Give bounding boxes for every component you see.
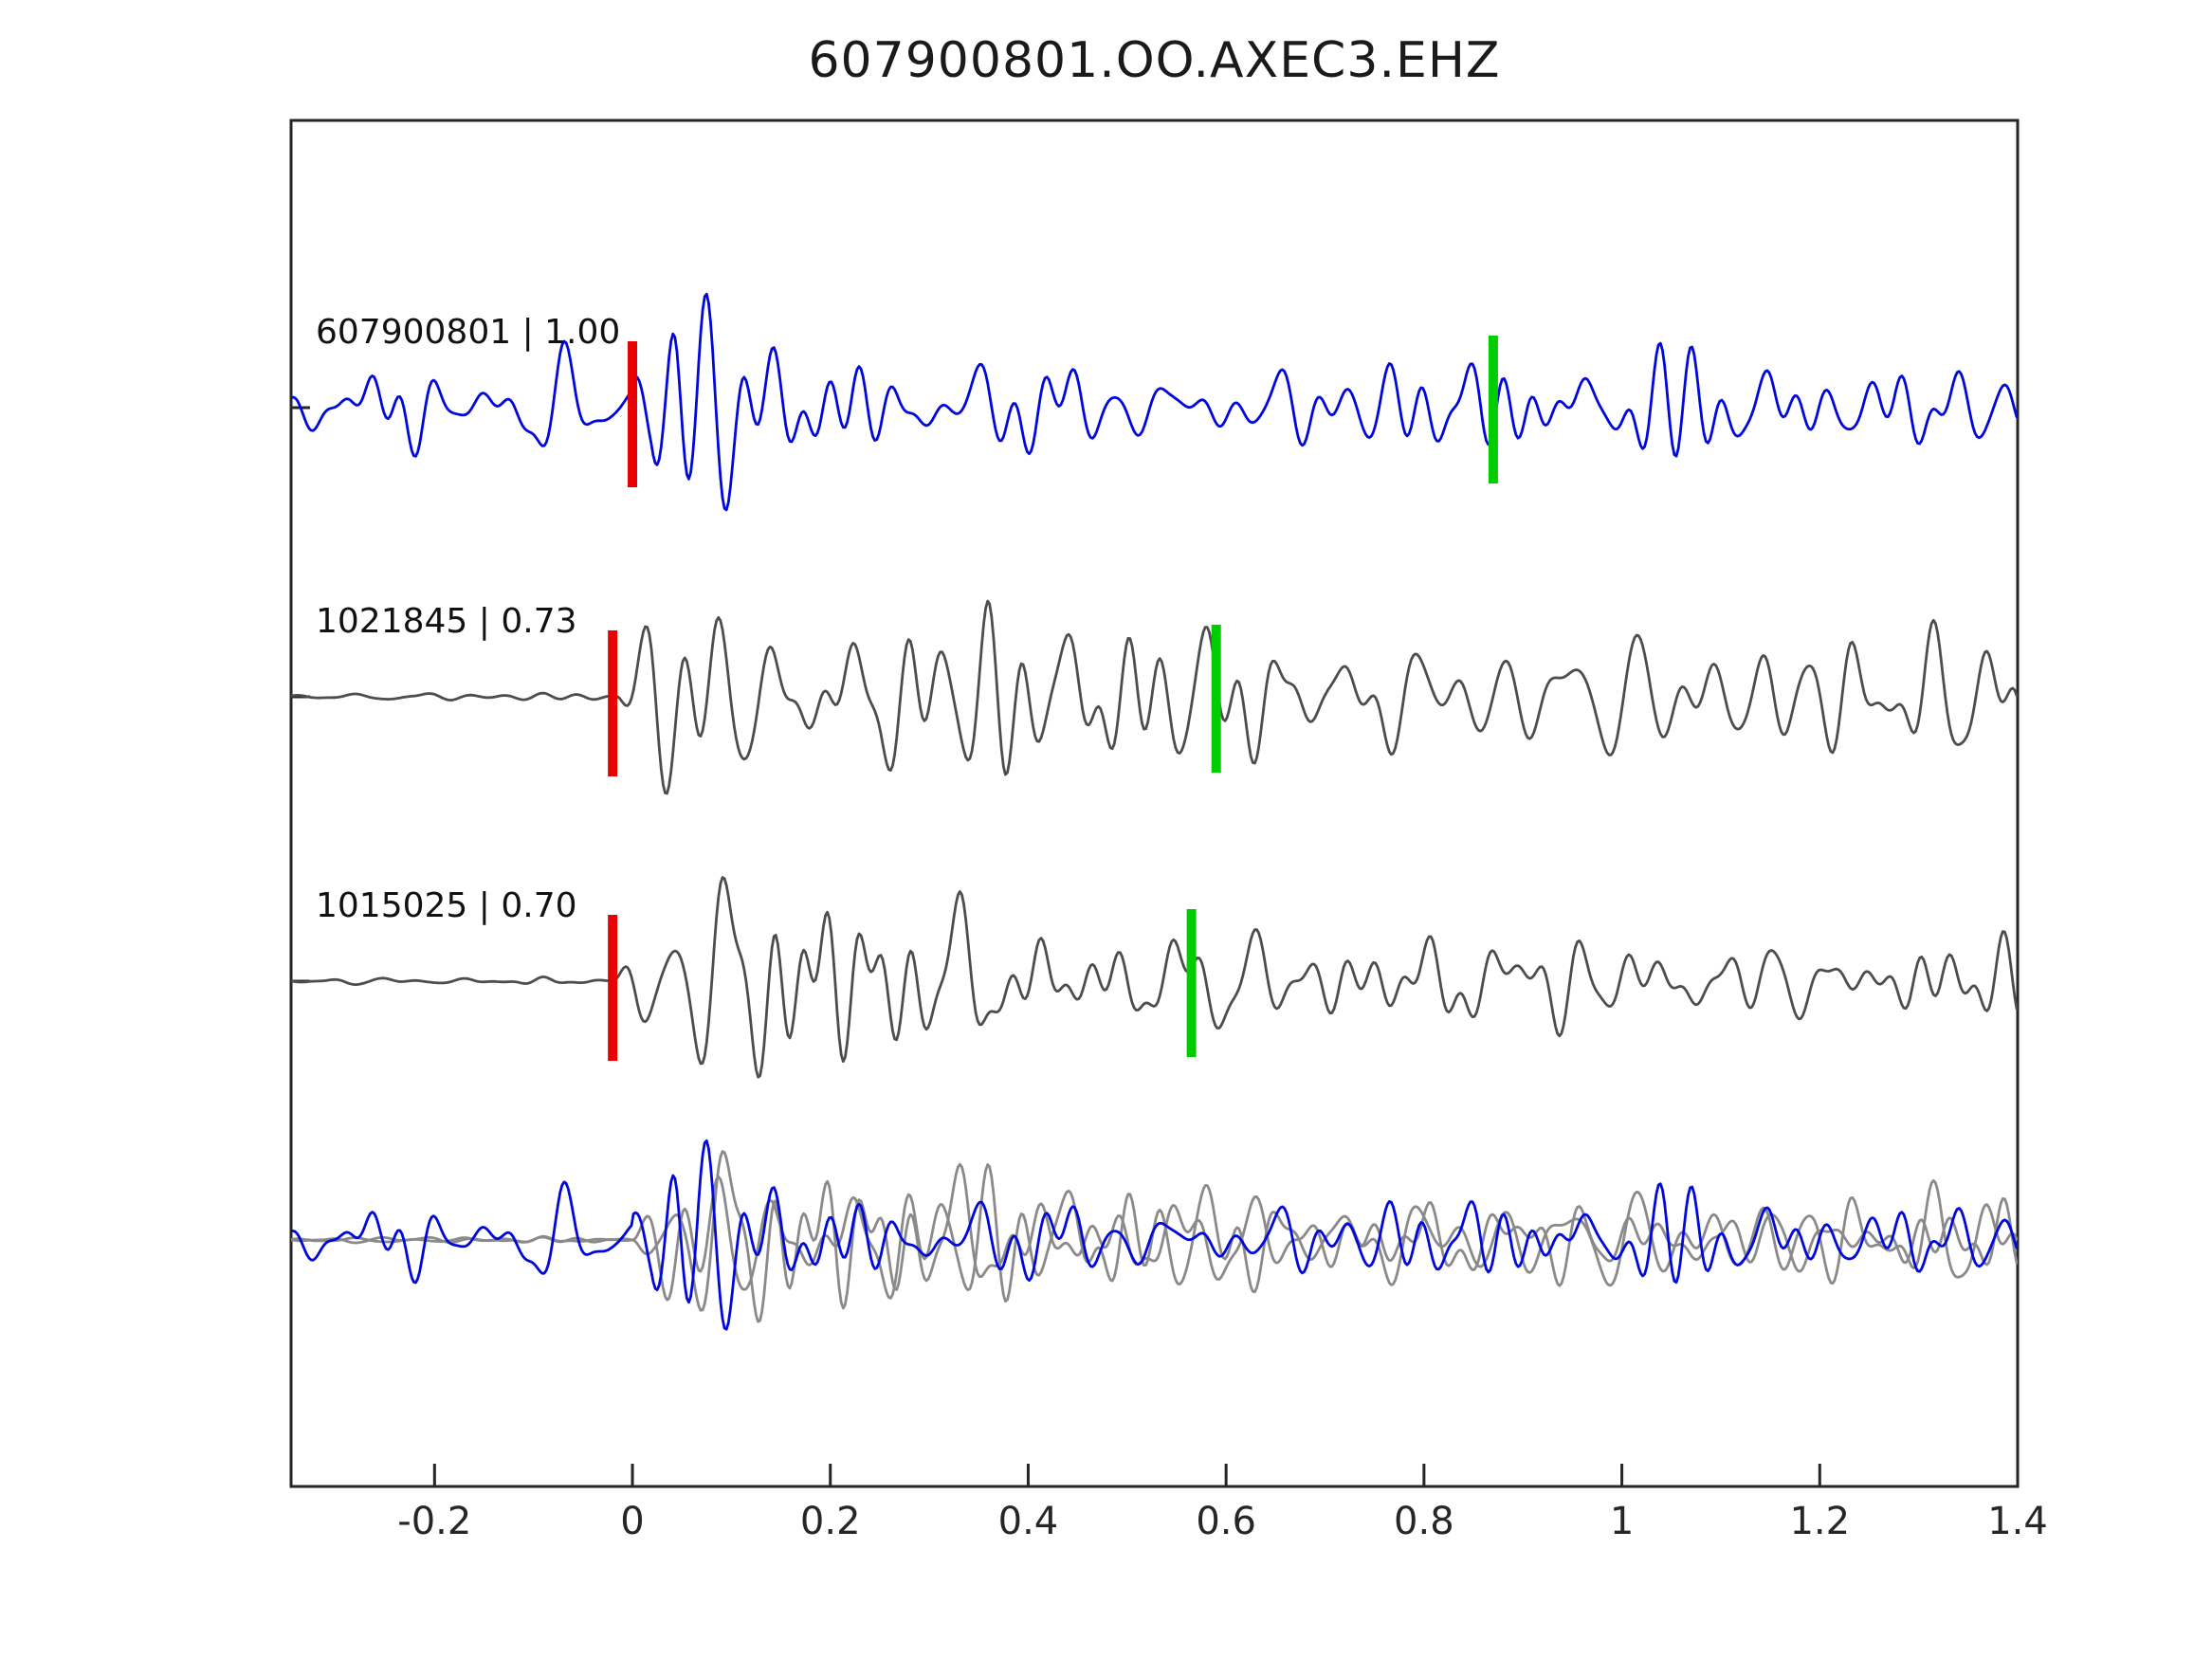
x-tick-label-0.6: 0.6 <box>1196 1500 1256 1543</box>
x-tick-label-0.4: 0.4 <box>997 1500 1059 1543</box>
trace-label-607900801: 607900801 | 1.00 <box>316 313 621 352</box>
x-tick-label-0.8: 0.8 <box>1394 1500 1454 1543</box>
figure-title: 607900801.OO.AXEC3.EHZ <box>808 32 1501 89</box>
x-tick-label-0: 0 <box>620 1500 645 1543</box>
trace-label-1021845: 1021845 | 0.73 <box>316 602 577 641</box>
overlay-waveform-1015025 <box>291 1150 2018 1323</box>
x-tick-label-1.2: 1.2 <box>1789 1500 1851 1543</box>
waveform-1021845 <box>291 599 2018 795</box>
waveform-607900801 <box>291 292 2018 512</box>
x-tick-label-0.2: 0.2 <box>799 1500 861 1543</box>
overlay-waveform-607900801 <box>291 1139 2018 1331</box>
x-tick-label-1: 1 <box>1609 1500 1635 1543</box>
waveform-1015025 <box>291 876 2018 1079</box>
x-tick-label-1.4: 1.4 <box>1987 1500 2048 1543</box>
plot-border <box>289 118 2020 1488</box>
trace-label-1015025: 1015025 | 0.70 <box>316 886 577 925</box>
x-tick-label--0.2: -0.2 <box>397 1500 472 1543</box>
